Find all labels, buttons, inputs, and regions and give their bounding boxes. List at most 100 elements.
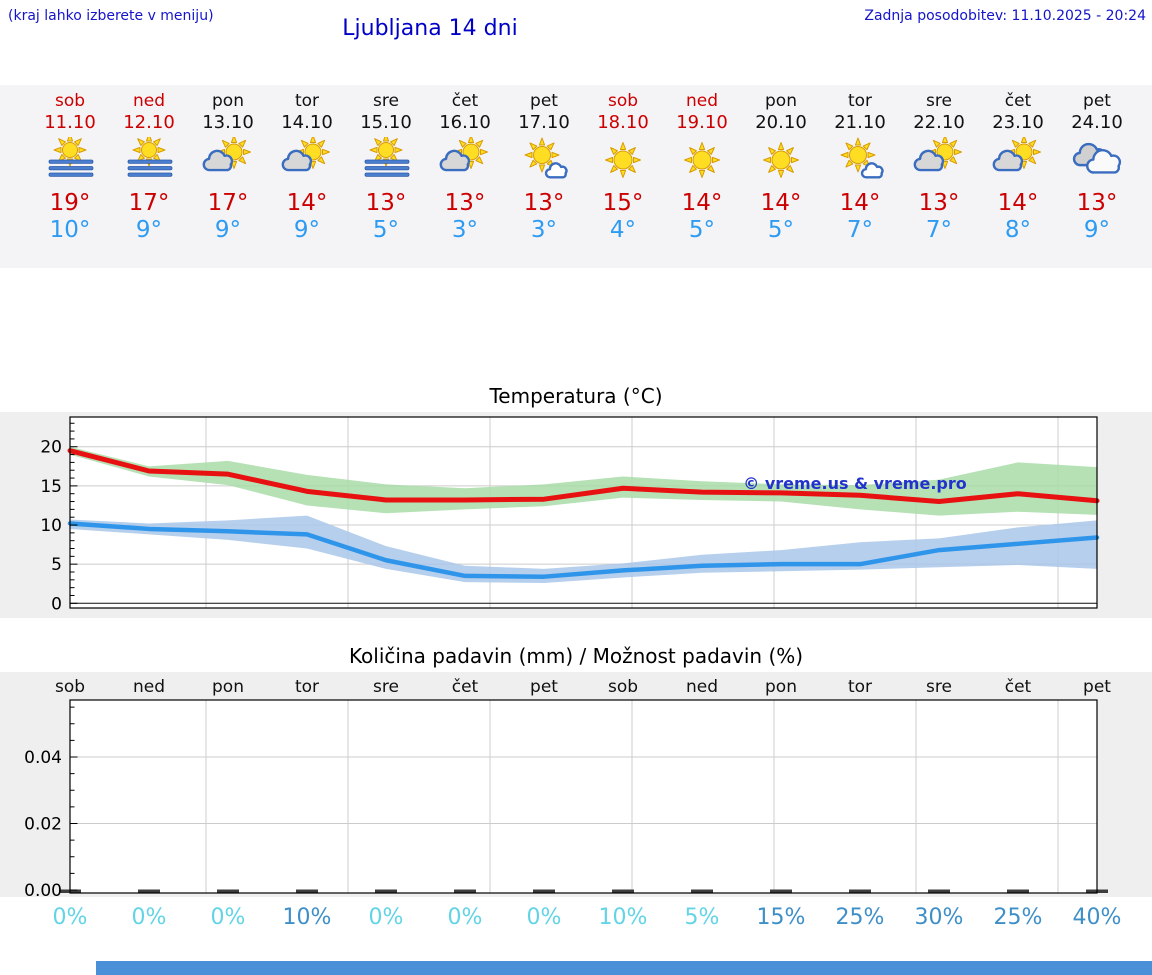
day-low-temp: 3° bbox=[451, 217, 479, 243]
forecast-day-14: pet 24.10 13° 9° bbox=[1057, 85, 1137, 243]
precip-bar bbox=[928, 889, 950, 893]
day-name: ned bbox=[132, 91, 166, 111]
precip-probability: 5% bbox=[685, 905, 720, 930]
sun-shape bbox=[217, 135, 251, 169]
day-label: sob bbox=[608, 677, 638, 697]
day-weather-icon bbox=[978, 135, 1058, 187]
day-high-temp: 13° bbox=[1076, 190, 1118, 216]
sun-cloud-icon bbox=[202, 135, 251, 172]
precip-bar bbox=[296, 889, 318, 893]
location-hint: (kraj lahko izberete v meniju) bbox=[8, 8, 214, 24]
precip-probability: 25% bbox=[994, 905, 1043, 930]
precip-bar bbox=[533, 889, 555, 893]
plot-border bbox=[69, 699, 1098, 894]
precip-probability: 25% bbox=[836, 905, 885, 930]
precipitation-chart-title: Količina padavin (mm) / Možnost padavin … bbox=[348, 644, 804, 668]
day-weather-icon bbox=[30, 133, 110, 187]
day-date: 16.10 bbox=[439, 112, 491, 133]
precip-bar bbox=[454, 889, 476, 893]
day-high-temp: 19° bbox=[49, 190, 91, 216]
day-label: tor bbox=[295, 677, 319, 697]
forecast-day-4: tor 14.10 14° 9° bbox=[267, 85, 347, 243]
precip-probability: 0% bbox=[211, 905, 246, 930]
sun-fog-icon bbox=[48, 133, 94, 177]
sun-shape bbox=[369, 133, 403, 167]
forecast-strip: sob 11.10 19° 10° ned 12.10 17° 9° pon 13.10 17° 9°… bbox=[0, 85, 1152, 268]
day-high-temp: 14° bbox=[760, 190, 802, 216]
precip-probability: 10% bbox=[283, 905, 332, 930]
day-high-temp: 14° bbox=[681, 190, 723, 216]
y-tick-label: 20 bbox=[40, 438, 62, 458]
day-label: čet bbox=[452, 677, 479, 697]
day-high-temp: 13° bbox=[365, 190, 407, 216]
cloud-shape bbox=[992, 149, 1024, 172]
sun-shape bbox=[53, 133, 87, 167]
y-tick-label: 0.02 bbox=[24, 815, 62, 835]
day-label: pet bbox=[1083, 677, 1111, 697]
forecast-day-13: čet 23.10 14° 8° bbox=[978, 85, 1058, 243]
day-low-temp: 5° bbox=[688, 217, 716, 243]
precip-bar bbox=[691, 889, 713, 893]
day-name: pon bbox=[212, 91, 244, 111]
sun-cloud-icon bbox=[992, 135, 1041, 172]
day-date: 21.10 bbox=[834, 112, 886, 133]
precip-probability: 0% bbox=[369, 905, 404, 930]
sun-smallcloud-icon bbox=[840, 137, 884, 179]
low-temp-line bbox=[67, 521, 1100, 579]
sun-icon bbox=[684, 142, 720, 178]
fog-lines bbox=[127, 159, 173, 177]
cloud-shape bbox=[439, 149, 471, 172]
day-date: 14.10 bbox=[281, 112, 333, 133]
sun-shape bbox=[605, 142, 641, 178]
day-name: pet bbox=[530, 91, 558, 111]
footer-bar bbox=[96, 961, 1152, 975]
day-weather-icon bbox=[820, 137, 900, 187]
high-temp-line bbox=[67, 448, 1100, 505]
sun-fog-icon bbox=[127, 133, 173, 177]
clouds-icon bbox=[1072, 142, 1122, 174]
day-weather-icon bbox=[662, 137, 742, 187]
sun-fog-icon bbox=[364, 133, 410, 177]
precip-bar bbox=[770, 889, 792, 893]
day-label: ned bbox=[686, 677, 718, 697]
day-date: 15.10 bbox=[360, 112, 412, 133]
day-high-temp: 13° bbox=[523, 190, 565, 216]
day-weather-icon bbox=[267, 135, 347, 187]
day-low-temp: 9° bbox=[135, 217, 163, 243]
y-tick-label: 10 bbox=[40, 516, 62, 536]
temperature-chart: 0 5 10 15 20 © vreme.us & vreme.pro bbox=[0, 412, 1152, 618]
day-date: 18.10 bbox=[597, 112, 649, 133]
precip-bar bbox=[849, 889, 871, 893]
day-date: 24.10 bbox=[1071, 112, 1123, 133]
forecast-day-12: sre 22.10 13° 7° bbox=[899, 85, 979, 243]
precip-probability: 10% bbox=[599, 905, 648, 930]
plot-area bbox=[70, 700, 1097, 893]
precip-probability: 15% bbox=[757, 905, 806, 930]
cloud-shape bbox=[202, 149, 234, 172]
day-name: čet bbox=[1004, 91, 1032, 111]
y-tick-label: 15 bbox=[40, 477, 62, 497]
forecast-day-1: sob 11.10 19° 10° bbox=[30, 85, 110, 243]
precip-bar bbox=[375, 889, 397, 893]
fog-lines bbox=[364, 159, 410, 177]
cloud-shape bbox=[860, 162, 884, 179]
day-label: pon bbox=[765, 677, 797, 697]
sun-shape bbox=[840, 137, 876, 173]
precip-bar bbox=[138, 889, 160, 893]
day-high-temp: 14° bbox=[839, 190, 881, 216]
day-weather-icon bbox=[1057, 137, 1137, 187]
precip-bar bbox=[1007, 889, 1029, 893]
day-name: pet bbox=[1083, 91, 1111, 111]
day-low-temp: 10° bbox=[49, 217, 91, 243]
y-tick-label: 0.00 bbox=[24, 881, 62, 901]
day-name: sre bbox=[926, 91, 952, 111]
day-high-temp: 15° bbox=[602, 190, 644, 216]
y-tick-label: 0 bbox=[51, 594, 62, 614]
forecast-day-7: pet 17.10 13° 3° bbox=[504, 85, 584, 243]
forecast-day-8: sob 18.10 15° 4° bbox=[583, 85, 663, 243]
day-name: ned bbox=[685, 91, 719, 111]
precip-probability: 40% bbox=[1073, 905, 1122, 930]
day-high-temp: 17° bbox=[128, 190, 170, 216]
day-date: 12.10 bbox=[123, 112, 175, 133]
page-title: Ljubljana 14 dni bbox=[342, 16, 518, 41]
